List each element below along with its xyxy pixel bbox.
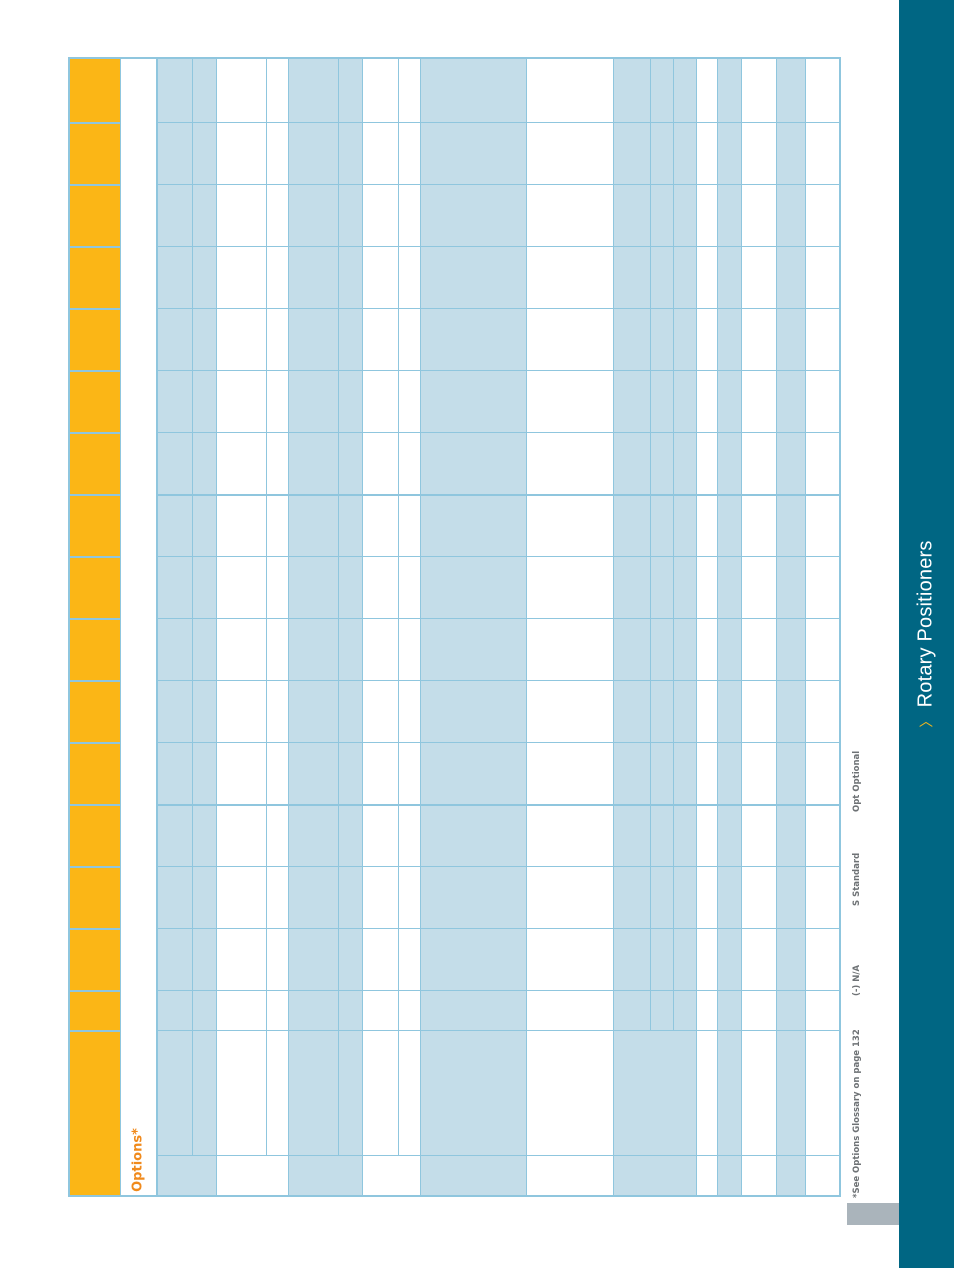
section-title-text: Rotary Positioners bbox=[914, 540, 937, 708]
optional-legend: Opt Optional bbox=[852, 750, 862, 812]
shaded-group-2 bbox=[288, 59, 362, 1195]
shaded-group-6 bbox=[776, 59, 805, 1195]
header-column bbox=[70, 59, 120, 1195]
page-tab bbox=[847, 1203, 899, 1225]
sidebar-band bbox=[899, 0, 954, 1268]
options-heading: Options* bbox=[130, 1128, 146, 1192]
na-legend: (-) N/A bbox=[852, 964, 862, 996]
shaded-group-4 bbox=[613, 59, 696, 1195]
shaded-group-1 bbox=[156, 59, 216, 1195]
shaded-group-3 bbox=[420, 59, 526, 1195]
glossary-footnote: *See Options Glossary on page 132 bbox=[852, 1029, 862, 1198]
options-table bbox=[68, 57, 841, 1197]
section-title: 〉 Rotary Positioners bbox=[915, 540, 938, 727]
shaded-group-5 bbox=[717, 59, 741, 1195]
standard-legend: S Standard bbox=[852, 852, 862, 906]
chevron-right-icon: 〉 bbox=[918, 713, 935, 728]
